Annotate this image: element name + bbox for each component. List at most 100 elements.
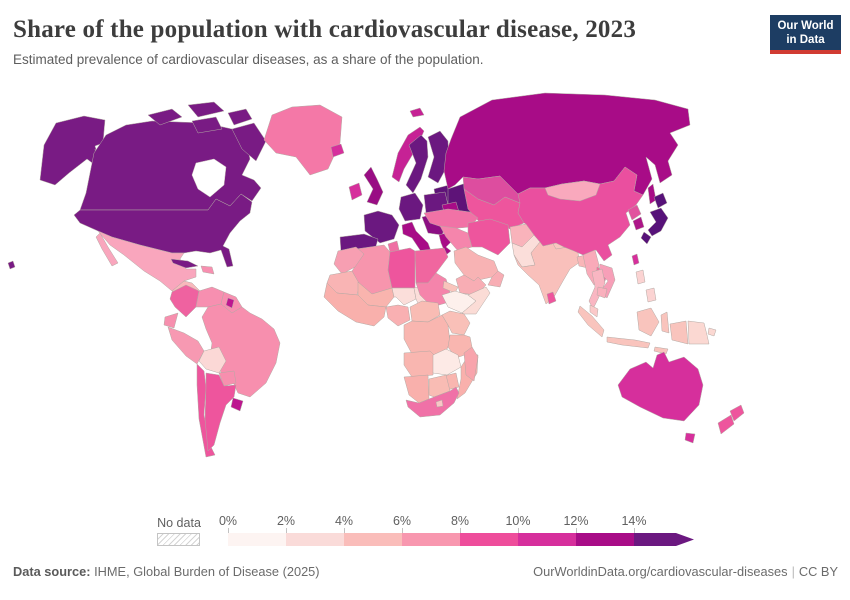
legend-tick-4 <box>460 528 461 534</box>
region-madagascar[interactable] <box>463 346 479 382</box>
region-uruguay[interactable] <box>230 397 244 412</box>
region-ireland[interactable] <box>348 182 363 201</box>
region-libya[interactable] <box>387 247 416 289</box>
region-morocco[interactable] <box>333 246 365 275</box>
legend-tick-label-6: 12% <box>563 514 589 528</box>
world-map-svg[interactable] <box>0 85 850 515</box>
owid-logo-box: Our World in Data <box>770 15 841 51</box>
legend-bin-4-6[interactable] <box>344 533 402 546</box>
region-saudi-arabia[interactable] <box>453 246 499 282</box>
region-indonesia-sumatra[interactable] <box>577 305 605 338</box>
region-canada-arctic-2[interactable] <box>187 101 225 118</box>
region-new-zealand-north[interactable] <box>729 404 745 422</box>
region-japan-kyushu[interactable] <box>640 231 652 245</box>
region-uk[interactable] <box>363 166 384 206</box>
region-peru[interactable] <box>167 326 205 365</box>
region-canada-arctic-3[interactable] <box>191 116 223 134</box>
region-sri-lanka[interactable] <box>546 291 557 305</box>
region-sweden[interactable] <box>405 134 429 194</box>
region-argentina[interactable] <box>204 372 237 452</box>
hudson-bay-water <box>191 158 227 198</box>
legend-bin-14-plus[interactable] <box>634 533 676 546</box>
region-lesotho[interactable] <box>435 399 444 408</box>
region-usa-alaska[interactable] <box>39 115 106 186</box>
region-indonesia-west-new-guinea[interactable] <box>669 320 689 345</box>
legend-bin-10-12[interactable] <box>518 533 576 546</box>
owid-logo-line2: in Data <box>786 34 825 47</box>
region-japan-honshu[interactable] <box>647 207 669 237</box>
region-finland[interactable] <box>427 130 450 184</box>
region-oman[interactable] <box>487 270 505 288</box>
region-venezuela[interactable] <box>195 286 225 308</box>
region-svalbard[interactable] <box>409 107 425 118</box>
legend-bin-8-10[interactable] <box>460 533 518 546</box>
region-malaysia[interactable] <box>589 304 599 318</box>
region-thailand[interactable] <box>588 268 606 310</box>
legend-tick-label-4: 8% <box>450 514 470 528</box>
region-usa-hawaii[interactable] <box>7 260 16 270</box>
region-angola[interactable] <box>403 350 435 378</box>
region-hispaniola[interactable] <box>200 265 215 275</box>
region-tasmania[interactable] <box>684 432 696 444</box>
region-canada-arctic-4[interactable] <box>227 108 253 126</box>
legend-color-bar <box>228 533 694 546</box>
world-choropleth-map[interactable] <box>0 85 850 515</box>
legend-arrow-icon <box>676 533 694 546</box>
region-new-zealand-south[interactable] <box>717 414 735 435</box>
region-germany[interactable] <box>398 192 424 222</box>
region-iceland[interactable] <box>330 143 345 158</box>
region-nigeria[interactable] <box>385 304 411 327</box>
region-uganda-kenya[interactable] <box>441 310 471 336</box>
region-australia[interactable] <box>617 351 704 422</box>
region-south-africa[interactable] <box>405 386 460 418</box>
region-west-africa[interactable] <box>323 282 387 327</box>
region-papua-new-guinea[interactable] <box>687 320 710 345</box>
region-philippines-luzon[interactable] <box>635 269 646 285</box>
region-sakhalin[interactable] <box>647 183 657 205</box>
legend-tick-label-7: 14% <box>621 514 647 528</box>
region-cambodia[interactable] <box>596 286 608 299</box>
region-south-korea[interactable] <box>632 216 645 231</box>
legend-bin-2-4[interactable] <box>286 533 344 546</box>
no-data-swatch[interactable] <box>157 533 200 546</box>
legend-bin-0-2[interactable] <box>228 533 286 546</box>
region-mexico-baja[interactable] <box>95 232 119 267</box>
license-text: CC BY <box>798 564 838 579</box>
region-indonesia-borneo[interactable] <box>636 307 660 337</box>
attribution-line: OurWorldinData.org/cardiovascular-diseas… <box>533 564 838 579</box>
region-canada[interactable] <box>79 120 262 211</box>
region-canada-baffin[interactable] <box>231 122 267 162</box>
legend-tick-label-2: 4% <box>334 514 354 528</box>
region-iran[interactable] <box>467 218 511 256</box>
region-suriname[interactable] <box>225 297 235 309</box>
data-source-text: IHME, Global Burden of Disease (2025) <box>90 564 320 579</box>
owid-url-text: OurWorldinData.org/cardiovascular-diseas… <box>533 564 788 579</box>
data-source-label: Data source: <box>13 564 91 579</box>
legend-tick-7 <box>634 528 635 534</box>
region-cuba[interactable] <box>170 258 199 269</box>
region-indonesia-lesser-sunda[interactable] <box>653 346 669 355</box>
region-mexico[interactable] <box>97 230 197 292</box>
region-namibia[interactable] <box>403 374 430 404</box>
region-chile[interactable] <box>196 363 216 458</box>
region-canada-arctic-1[interactable] <box>147 108 183 126</box>
region-philippines-mindanao[interactable] <box>645 287 657 303</box>
region-indonesia-sulawesi[interactable] <box>660 311 670 334</box>
legend-bin-6-8[interactable] <box>402 533 460 546</box>
region-somalia[interactable] <box>461 286 491 315</box>
region-colombia[interactable] <box>169 284 200 318</box>
region-taiwan[interactable] <box>631 253 640 266</box>
region-france[interactable] <box>363 210 400 244</box>
owid-logo[interactable]: Our World in Data <box>770 15 841 55</box>
legend-bin-12-14[interactable] <box>576 533 634 546</box>
region-japan-hokkaido[interactable] <box>653 192 668 209</box>
region-png-island[interactable] <box>707 327 717 337</box>
region-north-korea[interactable] <box>627 204 642 221</box>
region-paraguay[interactable] <box>218 370 237 387</box>
region-mongolia[interactable] <box>544 180 601 202</box>
region-ecuador[interactable] <box>163 312 179 329</box>
region-greenland[interactable] <box>263 104 343 176</box>
region-indonesia-java[interactable] <box>606 336 651 349</box>
region-niger[interactable] <box>391 287 417 306</box>
